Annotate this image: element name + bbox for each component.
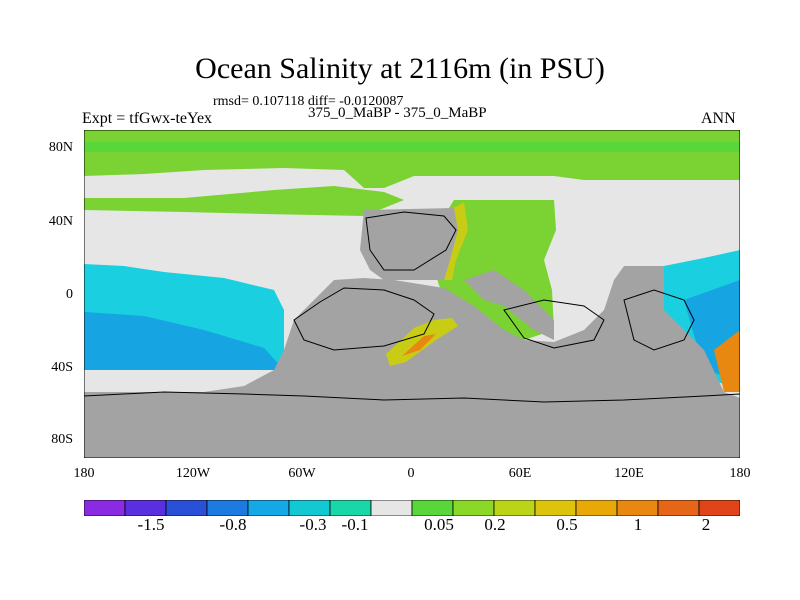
x-tick: 180 <box>729 466 751 481</box>
colorbar-label: 2 <box>701 515 711 534</box>
colorbar <box>84 500 740 516</box>
southern-blue-west <box>84 312 284 370</box>
colorbar-label: 0.2 <box>484 515 506 534</box>
salinity-map <box>84 130 740 458</box>
experiment-label: Expt = tfGwx-teYex <box>82 110 213 127</box>
colorbar-label: -1.5 <box>137 515 165 534</box>
y-tick: 40S <box>51 360 73 375</box>
x-tick: 120E <box>614 466 644 481</box>
gondwana-land <box>84 266 740 458</box>
x-tick: 60W <box>288 466 316 481</box>
arctic-band-light <box>84 142 740 152</box>
y-tick: 80N <box>48 140 73 155</box>
colorbar-label: -0.3 <box>299 515 327 534</box>
arc-land <box>464 270 554 340</box>
y-tick: 40N <box>48 214 73 229</box>
colorbar-box <box>575 500 618 516</box>
season-label: ANN <box>701 110 736 127</box>
pacific-orange-east <box>714 330 740 392</box>
x-tick: 180 <box>73 466 95 481</box>
colorbar-box <box>206 500 249 516</box>
colorbar-box <box>698 500 740 516</box>
colorbar-label: 0.5 <box>556 515 578 534</box>
colorbar-box <box>534 500 577 516</box>
pangaea-land <box>360 208 458 280</box>
colorbar-label: 0.05 <box>424 515 454 534</box>
north-atlantic-green <box>84 186 404 216</box>
colorbar-box <box>84 500 126 516</box>
x-tick: 60E <box>508 466 532 481</box>
colorbar-label: -0.1 <box>341 515 369 534</box>
colorbar-label: 1 <box>633 515 643 534</box>
colorbar-box <box>329 500 372 516</box>
colorbar-box <box>124 500 167 516</box>
colorbar-box <box>288 500 331 516</box>
colorbar-box <box>247 500 290 516</box>
x-tick: 0 <box>407 466 415 481</box>
colorbar-box <box>452 500 495 516</box>
colorbar-label: -0.8 <box>219 515 247 534</box>
stats-label: rmsd= 0.107118 diff= -0.0120087 <box>213 94 404 109</box>
case-label: 375_0_MaBP - 375_0_MaBP <box>308 105 487 121</box>
colorbar-box <box>493 500 536 516</box>
colorbar-box <box>370 500 413 516</box>
coastline-contours <box>84 211 740 403</box>
colorbar-box <box>616 500 659 516</box>
colorbar-box <box>411 500 454 516</box>
y-tick: 80S <box>51 432 73 447</box>
x-tick: 120W <box>175 466 211 481</box>
colorbar-box <box>657 500 700 516</box>
page-title: Ocean Salinity at 2116m (in PSU) <box>195 52 605 85</box>
colorbar-box <box>165 500 208 516</box>
y-tick: 0 <box>66 287 73 302</box>
salinity-streak-orange <box>402 334 436 356</box>
